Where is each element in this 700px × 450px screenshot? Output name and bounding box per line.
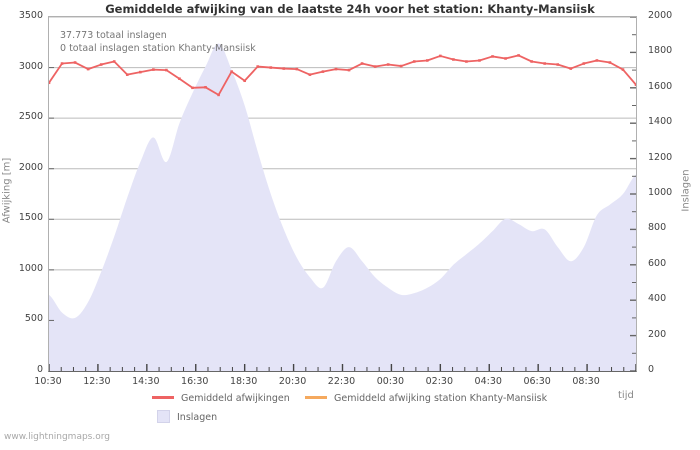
data-point	[373, 65, 377, 68]
x-axis-tick-label: 04:30	[474, 376, 502, 387]
data-point	[112, 60, 116, 63]
x-axis-tick-label: 16:30	[181, 376, 209, 387]
data-point	[152, 68, 155, 71]
y-axis-left-tick-label: 3500	[18, 10, 43, 21]
data-point	[204, 85, 207, 89]
data-point	[191, 86, 194, 90]
data-point	[425, 59, 429, 62]
legend-swatch-strikes	[157, 410, 170, 423]
x-axis-title: tijd	[618, 390, 634, 401]
plot-svg	[49, 17, 636, 371]
data-point	[256, 65, 260, 68]
data-point	[217, 93, 220, 97]
data-point	[504, 57, 507, 60]
x-axis-tick-label: 02:30	[425, 376, 454, 387]
data-point	[465, 60, 468, 63]
x-axis-tick-label: 18:30	[229, 376, 258, 387]
x-axis-tick-label: 08:30	[572, 376, 600, 387]
plot-area	[48, 16, 637, 372]
x-axis-tick-label: 20:30	[278, 376, 307, 387]
legend-label-strikes: Inslagen	[177, 412, 218, 423]
data-point	[295, 67, 299, 71]
data-point	[360, 62, 364, 65]
data-point	[452, 58, 455, 61]
y-axis-right-tick-label: 800	[648, 222, 667, 234]
legend-swatch-average-deviation	[152, 396, 174, 399]
data-point	[439, 54, 442, 58]
data-point	[178, 77, 181, 80]
y-axis-right-tick-label: 200	[648, 328, 667, 340]
data-point	[517, 54, 520, 57]
x-axis-tick-label: 22:30	[327, 376, 356, 387]
y-axis-right-tick-label: 1600	[648, 80, 673, 92]
data-point	[478, 59, 481, 62]
data-point	[491, 55, 494, 58]
x-axis-tick-label: 00:30	[376, 376, 405, 387]
legend-swatch-station-deviation	[305, 396, 327, 399]
x-axis-tick-label: 10:30	[34, 376, 62, 387]
data-point	[530, 60, 533, 63]
y-axis-left-tick-label: 3000	[18, 60, 43, 72]
y-axis-right-tick-label: 1800	[648, 45, 673, 57]
data-point	[556, 63, 560, 66]
x-axis-tick-label: 14:30	[132, 376, 160, 387]
x-axis-tick-label: 06:30	[523, 376, 551, 387]
y-axis-left-tick-label: 1500	[18, 212, 43, 224]
data-point	[334, 67, 338, 71]
chart-title: Gemiddelde afwijking van de laatste 24h …	[105, 2, 595, 16]
legend-item-strikes[interactable]: Inslagen	[152, 410, 218, 424]
y-axis-left-tick-label: 1000	[18, 262, 43, 274]
annotation-station-strikes: 0 totaal inslagen station Khanty-Mansiis…	[60, 43, 256, 54]
data-point	[595, 59, 599, 62]
data-point	[621, 68, 625, 71]
y-axis-left-tick-label: 2500	[18, 111, 43, 123]
y-axis-right-tick-label: 600	[648, 257, 667, 269]
legend-item-average-deviation[interactable]: Gemiddeld afwijkingen	[152, 393, 290, 404]
legend-label-average-deviation: Gemiddeld afwijkingen	[181, 393, 290, 404]
y-axis-right-tick-label: 1200	[648, 151, 673, 163]
data-point	[634, 83, 636, 87]
legend-item-station-deviation[interactable]: Gemiddeld afwijking station Khanty-Mansi…	[305, 393, 547, 404]
y-axis-left-tick-label: 2000	[18, 161, 43, 173]
y-axis-right-tick-label: 2000	[648, 10, 673, 21]
y-axis-right-tick-label: 0	[648, 364, 655, 375]
y-axis-right-tick-label: 400	[648, 293, 667, 305]
deviation-data-markers	[49, 54, 636, 97]
data-point	[569, 67, 573, 70]
y-axis-left-tick-label: 500	[24, 313, 43, 325]
y-axis-left-title: Afwijking [m]	[1, 157, 13, 224]
annotation-total-strikes: 37.773 totaal inslagen	[60, 30, 167, 41]
data-point	[49, 81, 51, 85]
data-point	[543, 62, 546, 65]
data-point	[73, 61, 77, 64]
data-point	[308, 73, 312, 76]
data-point	[125, 73, 129, 76]
legend-label-station-deviation: Gemiddeld afwijking station Khanty-Mansi…	[334, 393, 548, 404]
average-deviation-line	[49, 54, 636, 96]
y-axis-left-tick-label: 0	[36, 364, 43, 375]
y-axis-right-title: Inslagen	[680, 169, 692, 212]
data-point	[386, 63, 390, 66]
data-point	[99, 63, 103, 66]
y-axis-right-tick-label: 1400	[648, 116, 673, 128]
data-point	[139, 70, 142, 74]
watermark: www.lightningmaps.org	[4, 432, 110, 442]
data-point	[230, 70, 233, 73]
data-point	[347, 68, 351, 72]
data-point	[86, 67, 90, 71]
data-point	[282, 67, 286, 70]
strikes-area-path	[49, 43, 636, 371]
data-point	[243, 79, 246, 83]
data-point	[60, 62, 64, 65]
data-point	[165, 68, 168, 72]
y-axis-right-tick-label: 1000	[648, 187, 673, 198]
x-axis-tick-label: 12:30	[83, 376, 111, 387]
data-point	[608, 61, 612, 64]
data-point	[582, 62, 586, 65]
data-point	[321, 70, 325, 73]
data-point	[399, 64, 403, 68]
data-point	[269, 66, 273, 69]
data-point	[412, 60, 416, 63]
